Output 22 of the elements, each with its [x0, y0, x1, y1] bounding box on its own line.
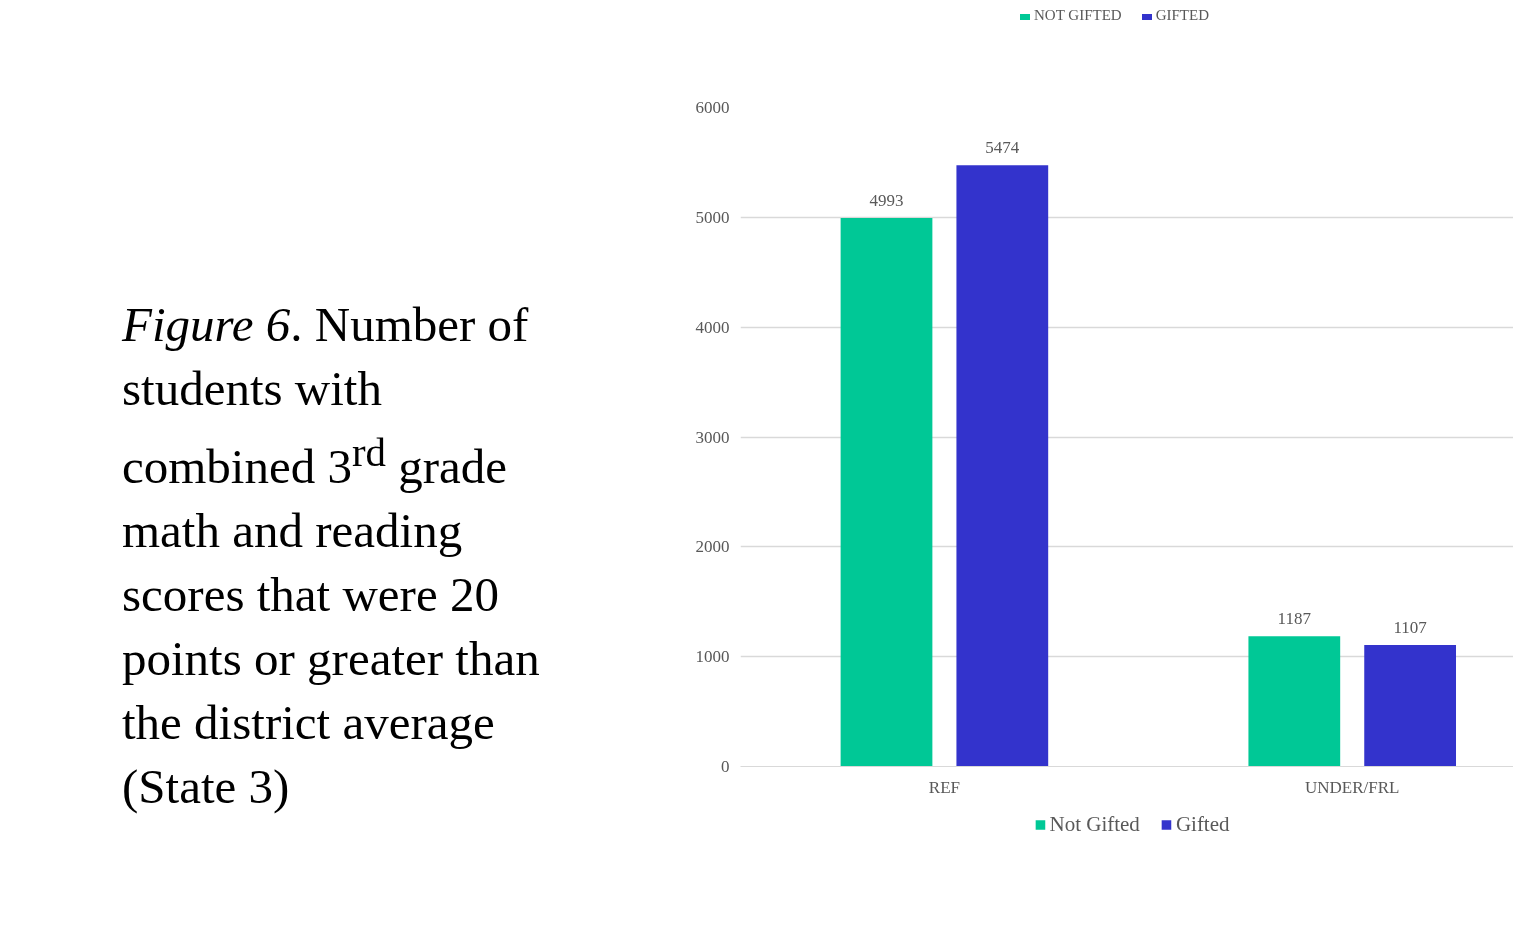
data-label: 5474 [985, 138, 1020, 158]
chart-title: Figure 6. Number of students with combined 3$^{rd}$ grade math and reading scores that were 20 points or greater than the district average (State 3) [122, 297, 540, 815]
data-label: 1187 [1277, 609, 1312, 629]
bar [1248, 636, 1341, 767]
y-tick-label: 4000 [695, 317, 730, 337]
y-tick-label: 0 [721, 757, 730, 776]
text: GIFTED [1155, 7, 1209, 23]
data-label: 4993 [869, 191, 904, 211]
data-label: 1107 [1393, 617, 1428, 637]
legend-label: Not Gifted [1049, 811, 1140, 837]
x-tick-label: UNDER/FRL [1304, 777, 1400, 797]
y-tick-label: 3000 [695, 427, 730, 447]
y-tick-label: 1000 [695, 647, 730, 667]
y-tick-label: 6000 [695, 98, 730, 117]
bar [1364, 644, 1457, 767]
y-tick-label: 5000 [695, 207, 730, 227]
bar [840, 218, 933, 767]
text: NOT GIFTED [1034, 7, 1122, 23]
bar [956, 165, 1049, 767]
legend-label: Gifted [1175, 811, 1230, 837]
x-tick-label: REF [928, 777, 960, 797]
y-tick-label: 2000 [695, 537, 730, 557]
